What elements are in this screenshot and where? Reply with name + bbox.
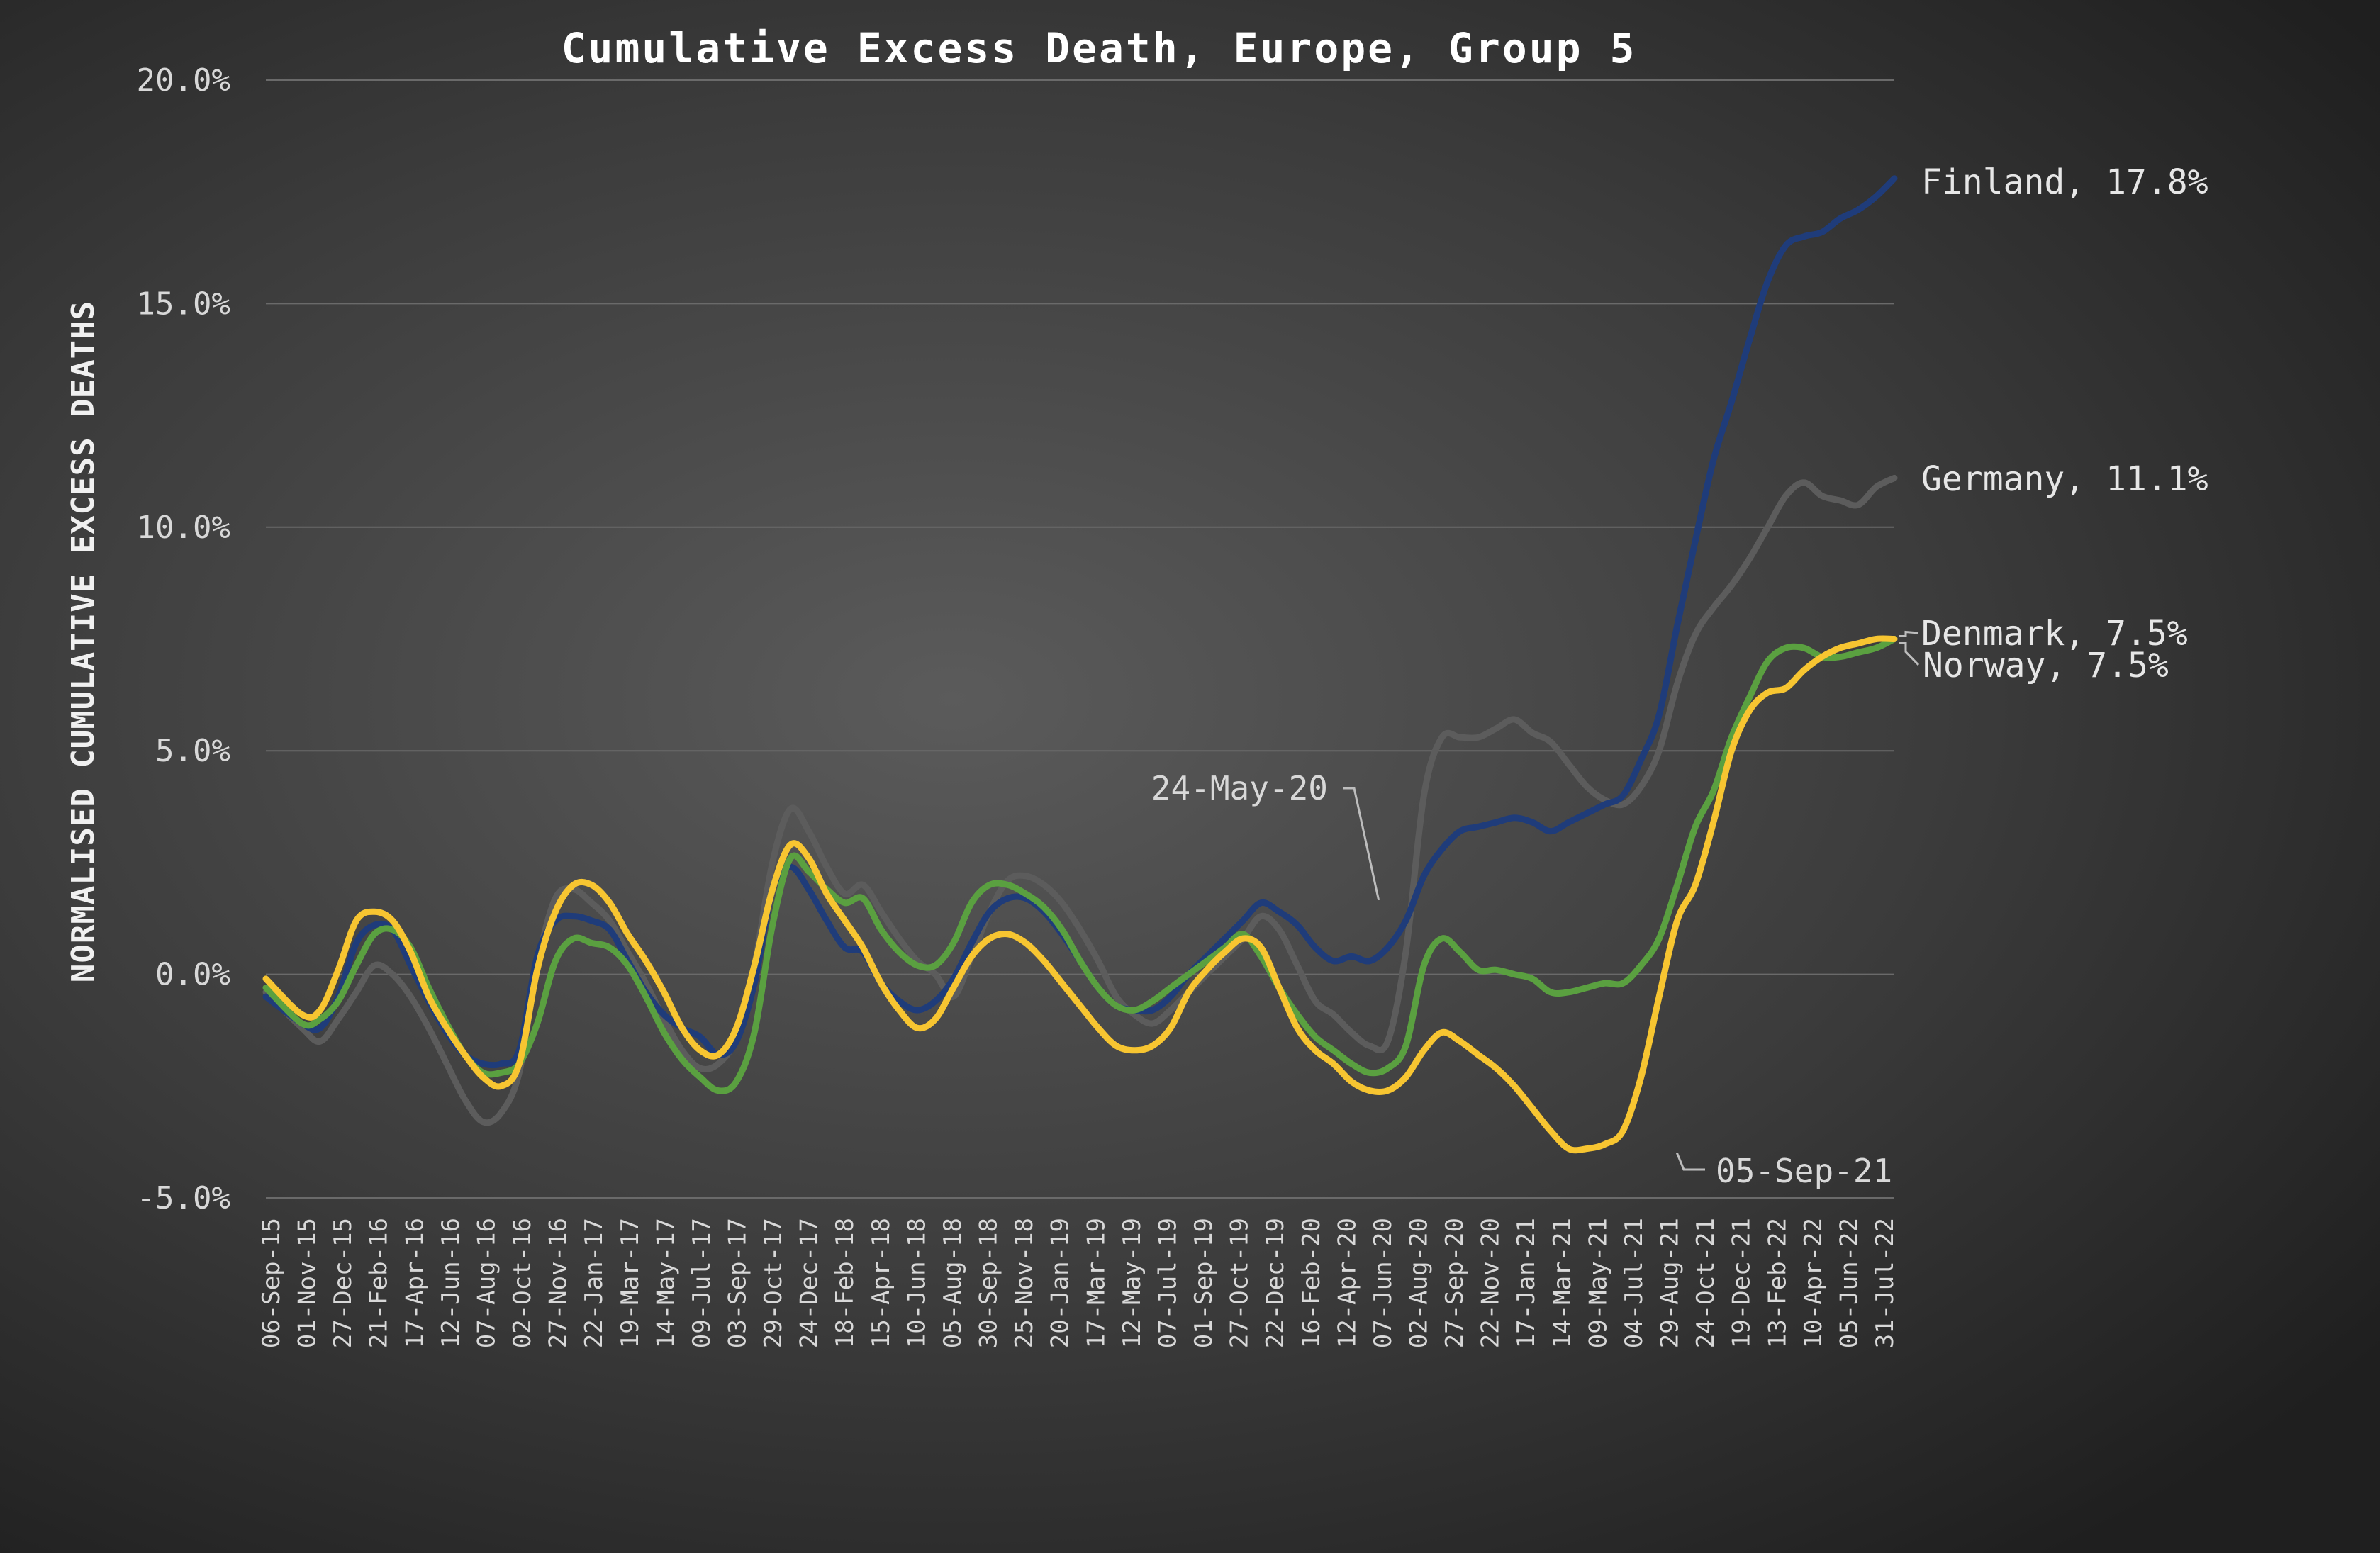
x-tick-label: 22-Jan-17 [580,1218,608,1348]
annotation-05-sep-21: 05-Sep-21 [1716,1152,1892,1190]
x-tick-label: 27-Nov-16 [544,1218,573,1348]
x-tick-label: 21-Feb-16 [365,1218,393,1348]
series-group [262,175,1898,1154]
x-tick-label: 07-Jun-20 [1369,1218,1397,1348]
x-tick-label: 05-Aug-18 [939,1218,967,1348]
x-tick-label: 01-Sep-19 [1190,1218,1218,1348]
end-label-denmark: Denmark, 7.5% [1921,614,2188,654]
x-tick-label: 10-Jun-18 [903,1218,931,1348]
x-tick-label: 31-Jul-22 [1871,1218,1899,1348]
chart-title: Cumulative Excess Death, Europe, Group 5 [562,24,1637,72]
series-line-norway [262,636,1898,1094]
y-tick-label: 15.0% [137,286,230,322]
series-line-germany [262,474,1898,1126]
x-tick-label: 22-Nov-20 [1477,1218,1505,1348]
x-tick-label: 07-Jul-19 [1153,1218,1182,1348]
x-tick-label: 19-Mar-17 [616,1218,644,1348]
y-tick-label: 20.0% [137,62,230,99]
x-tick-label: 29-Oct-17 [759,1218,788,1348]
x-tick-label: 02-Aug-20 [1404,1218,1433,1348]
x-tick-label: 04-Jul-21 [1620,1218,1648,1348]
x-tick-label: 06-Sep-15 [257,1218,286,1348]
x-tick-label: 16-Feb-20 [1297,1218,1326,1348]
x-tick-label: 12-May-19 [1118,1218,1146,1348]
end-label-norway: Norway, 7.5% [1923,646,2169,685]
y-tick-label: 10.0% [137,510,230,546]
x-tick-label: 12-Apr-20 [1333,1218,1361,1348]
x-tick-label: 27-Oct-19 [1226,1218,1254,1348]
x-tick-label: 17-Apr-16 [401,1218,429,1348]
x-tick-label: 22-Dec-19 [1261,1218,1290,1348]
y-axis-ticks: -5.0% 0.0% 5.0% 10.0% 15.0% 20.0% [137,62,230,1216]
x-tick-label: 10-Apr-22 [1799,1218,1828,1348]
x-axis-ticks: 06-Sep-15 01-Nov-15 27-Dec-15 21-Feb-16 17-A… [257,1218,1899,1348]
series-line-denmark [262,635,1898,1154]
x-tick-label: 02-Oct-16 [508,1218,537,1348]
x-tick-label: 20-Jan-19 [1046,1218,1075,1348]
x-tick-label: 19-Dec-21 [1728,1218,1756,1348]
x-tick-label: 15-Apr-18 [867,1218,895,1348]
end-labels: Germany, 11.1% Finland, 17.8% Norway, 7.5%… [1899,162,2208,685]
x-tick-label: 05-Jun-22 [1835,1218,1863,1348]
y-tick-label: 0.0% [155,957,230,993]
x-tick-label: 24-Dec-17 [795,1218,824,1348]
annotations: 24-May-20 05-Sep-21 [1151,769,1893,1190]
x-tick-label: 27-Sep-20 [1441,1218,1469,1348]
end-label-leader-norway [1899,642,1920,666]
x-tick-label: 09-Jul-17 [688,1218,716,1348]
y-axis-label: NORMALISED CUMULATIVE EXCESS DEATHS [65,301,101,982]
x-tick-label: 14-Mar-21 [1548,1218,1577,1348]
x-tick-label: 24-Oct-21 [1692,1218,1720,1348]
annotation-24-may-20: 24-May-20 [1151,769,1328,807]
x-tick-label: 14-May-17 [652,1218,680,1348]
x-tick-label: 12-Jun-16 [437,1218,465,1348]
y-tick-label: -5.0% [137,1180,230,1216]
end-label-germany: Germany, 11.1% [1921,459,2208,499]
x-tick-label: 01-Nov-15 [294,1218,322,1348]
x-tick-label: 27-Dec-15 [329,1218,357,1348]
x-tick-label: 30-Sep-18 [975,1218,1003,1348]
y-tick-label: 5.0% [155,733,230,769]
x-tick-label: 25-Nov-18 [1010,1218,1039,1348]
x-tick-label: 09-May-21 [1584,1218,1612,1348]
end-label-leader-denmark [1899,630,1919,637]
x-tick-label: 03-Sep-17 [724,1218,752,1348]
x-tick-label: 17-Mar-19 [1082,1218,1110,1348]
x-tick-label: 13-Feb-22 [1763,1218,1792,1348]
x-tick-label: 07-Aug-16 [472,1218,501,1348]
end-label-finland: Finland, 17.8% [1921,162,2208,202]
x-tick-label: 29-Aug-21 [1656,1218,1685,1348]
annotation-leader-24-may-20 [1343,787,1380,901]
x-tick-label: 17-Jan-21 [1512,1218,1541,1348]
annotation-leader-05-sep-21 [1675,1153,1705,1171]
x-tick-label: 18-Feb-18 [831,1218,859,1348]
